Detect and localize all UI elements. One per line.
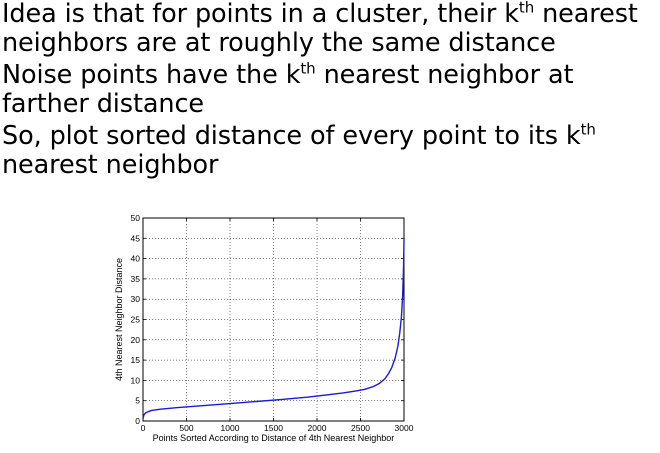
y-tick-label: 15 — [131, 355, 141, 365]
y-tick-label: 35 — [131, 274, 141, 284]
bullet-list: Idea is that for points in a cluster, th… — [2, 0, 658, 183]
x-tick-label: 2500 — [351, 423, 370, 433]
x-tick-label: 1000 — [221, 423, 240, 433]
y-tick-label: 0 — [135, 416, 140, 426]
y-axis-ticks: 0 5 10 15 20 25 30 35 40 45 50 — [131, 213, 404, 426]
bullet-3: So, plot sorted distance of every point … — [2, 120, 596, 180]
y-tick-label: 40 — [131, 254, 141, 264]
x-tick-label: 3000 — [395, 423, 414, 433]
bullet-1: Idea is that for points in a cluster, th… — [2, 0, 638, 58]
y-tick-label: 50 — [131, 213, 141, 223]
x-tick-label: 500 — [179, 423, 193, 433]
x-tick-label: 0 — [141, 423, 146, 433]
y-tick-label: 30 — [131, 294, 141, 304]
x-axis-label: Points Sorted According to Distance of 4… — [153, 433, 395, 443]
y-tick-label: 45 — [131, 233, 141, 243]
x-tick-label: 1500 — [264, 423, 283, 433]
series-line — [142, 238, 405, 419]
y-tick-label: 10 — [131, 375, 141, 385]
y-axis-label: 4th Nearest Neighbor Distance — [114, 258, 124, 381]
x-axis-ticks: 0 500 1000 1500 2000 2500 3000 — [141, 218, 414, 433]
bullet-2: Noise points have the kth nearest neighb… — [2, 59, 574, 119]
y-tick-label: 20 — [131, 335, 141, 345]
grid-lines — [143, 218, 404, 421]
series-lines — [142, 238, 405, 419]
x-tick-label: 2000 — [308, 423, 327, 433]
y-tick-label: 25 — [131, 315, 141, 325]
y-tick-label: 5 — [135, 396, 140, 406]
knn-distance-chart: 0 500 1000 1500 2000 2500 3000 0 5 10 15 20 25 30 35 4… — [114, 213, 414, 443]
